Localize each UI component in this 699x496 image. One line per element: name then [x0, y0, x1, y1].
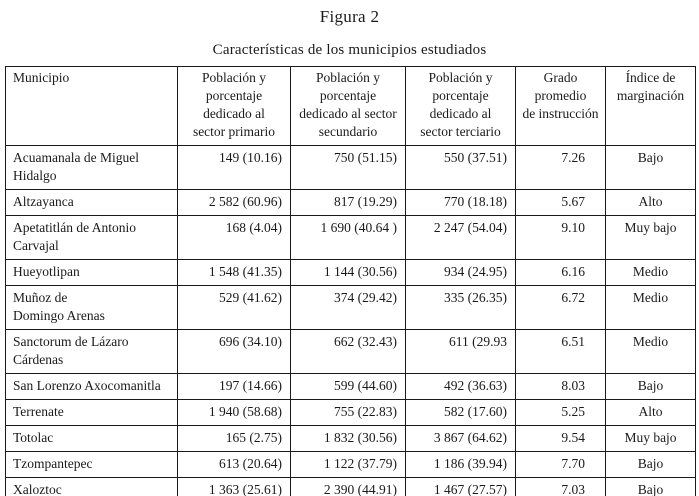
- cell-sector-secundario: 1 122 (37.79): [290, 451, 406, 478]
- cell-indice: Alto: [605, 399, 696, 426]
- cell-sector-secundario: 1 144 (30.56): [290, 259, 406, 286]
- cell-municipio: Tzompantepec: [5, 451, 178, 478]
- cell-indice: Bajo: [605, 145, 696, 190]
- municipios-table: Municipio Población y porcentaje dedicad…: [5, 66, 696, 496]
- header-row: Municipio Población y porcentaje dedicad…: [5, 66, 696, 146]
- cell-sector-primario: 1 363 (25.61): [177, 477, 291, 496]
- cell-grado: 7.03: [515, 477, 606, 496]
- cell-municipio: Totolac: [5, 425, 178, 452]
- column-header-sector-terciario: Población y porcentaje dedicado al secto…: [405, 66, 516, 146]
- cell-municipio: Sanctorum de Lázaro Cárdenas: [5, 329, 178, 374]
- cell-sector-terciario: 3 867 (64.62): [405, 425, 516, 452]
- cell-municipio: Acuamanala de Miguel Hidalgo: [5, 145, 178, 190]
- cell-sector-secundario: 599 (44.60): [290, 373, 406, 400]
- table-row: Tzompantepec 613 (20.64) 1 122 (37.79) 1…: [5, 451, 696, 478]
- table-row: Xaloztoc 1 363 (25.61) 2 390 (44.91) 1 4…: [5, 477, 696, 496]
- table-row: Terrenate 1 940 (58.68) 755 (22.83) 582 …: [5, 399, 696, 426]
- table-row: Hueyotlipan 1 548 (41.35) 1 144 (30.56) …: [5, 259, 696, 286]
- cell-indice: Muy bajo: [605, 425, 696, 452]
- cell-sector-primario: 1 940 (58.68): [177, 399, 291, 426]
- cell-indice: Medio: [605, 259, 696, 286]
- cell-municipio: Apetatitlán de Antonio Carvajal: [5, 215, 178, 260]
- cell-sector-terciario: 335 (26.35): [405, 285, 516, 330]
- cell-sector-secundario: 1 690 (40.64 ): [290, 215, 406, 260]
- cell-grado: 8.03: [515, 373, 606, 400]
- cell-sector-terciario: 582 (17.60): [405, 399, 516, 426]
- cell-indice: Medio: [605, 329, 696, 374]
- cell-municipio: Terrenate: [5, 399, 178, 426]
- cell-municipio: Xaloztoc: [5, 477, 178, 496]
- table-row: Apetatitlán de Antonio Carvajal 168 (4.0…: [5, 215, 696, 260]
- figure-title: Figura 2: [319, 7, 380, 26]
- cell-sector-primario: 1 548 (41.35): [177, 259, 291, 286]
- cell-sector-primario: 149 (10.16): [177, 145, 291, 190]
- cell-sector-secundario: 374 (29.42): [290, 285, 406, 330]
- column-header-grado-instruccion: Grado promedio de instrucción: [515, 66, 606, 146]
- cell-grado: 6.16: [515, 259, 606, 286]
- cell-sector-primario: 529 (41.62): [177, 285, 291, 330]
- cell-sector-primario: 2 582 (60.96): [177, 189, 291, 216]
- cell-sector-terciario: 1 467 (27.57): [405, 477, 516, 496]
- table-row: Sanctorum de Lázaro Cárdenas 696 (34.10)…: [5, 329, 696, 374]
- cell-sector-terciario: 550 (37.51): [405, 145, 516, 190]
- cell-indice: Bajo: [605, 451, 696, 478]
- cell-municipio: Altzayanca: [5, 189, 178, 216]
- figure-subtitle: Características de los municipios estudi…: [212, 42, 487, 58]
- cell-sector-secundario: 2 390 (44.91): [290, 477, 406, 496]
- column-header-sector-secundario: Población y porcentaje dedicado al secto…: [290, 66, 406, 146]
- cell-sector-secundario: 755 (22.83): [290, 399, 406, 426]
- cell-sector-secundario: 750 (51.15): [290, 145, 406, 190]
- column-header-sector-primario: Población y porcentaje dedicado al secto…: [177, 66, 291, 146]
- cell-sector-terciario: 611 (29.93: [405, 329, 516, 374]
- cell-municipio: San Lorenzo Axocomanitla: [5, 373, 178, 400]
- cell-grado: 7.26: [515, 145, 606, 190]
- cell-indice: Alto: [605, 189, 696, 216]
- cell-grado: 7.70: [515, 451, 606, 478]
- cell-sector-terciario: 492 (36.63): [405, 373, 516, 400]
- cell-sector-secundario: 817 (19.29): [290, 189, 406, 216]
- cell-sector-primario: 197 (14.66): [177, 373, 291, 400]
- document-page: Figura 2 Características de los municipi…: [0, 7, 699, 496]
- cell-sector-primario: 613 (20.64): [177, 451, 291, 478]
- table-row: San Lorenzo Axocomanitla 197 (14.66) 599…: [5, 373, 696, 400]
- cell-sector-terciario: 770 (18.18): [405, 189, 516, 216]
- cell-sector-primario: 168 (4.04): [177, 215, 291, 260]
- column-header-indice-marginacion: Índice de marginación: [605, 66, 696, 146]
- cell-grado: 9.54: [515, 425, 606, 452]
- cell-indice: Muy bajo: [605, 215, 696, 260]
- cell-grado: 5.25: [515, 399, 606, 426]
- cell-sector-primario: 696 (34.10): [177, 329, 291, 374]
- cell-grado: 9.10: [515, 215, 606, 260]
- column-header-municipio: Municipio: [5, 66, 178, 146]
- cell-municipio: Hueyotlipan: [5, 259, 178, 286]
- table-row: Totolac 165 (2.75) 1 832 (30.56) 3 867 (…: [5, 425, 696, 452]
- table-row: Acuamanala de Miguel Hidalgo 149 (10.16)…: [5, 145, 696, 190]
- cell-grado: 6.51: [515, 329, 606, 374]
- table-row: Altzayanca 2 582 (60.96) 817 (19.29) 770…: [5, 189, 696, 216]
- cell-indice: Bajo: [605, 477, 696, 496]
- cell-sector-terciario: 934 (24.95): [405, 259, 516, 286]
- cell-grado: 5.67: [515, 189, 606, 216]
- cell-indice: Bajo: [605, 373, 696, 400]
- cell-municipio: Muñoz de Domingo Arenas: [5, 285, 178, 330]
- cell-sector-terciario: 2 247 (54.04): [405, 215, 516, 260]
- cell-sector-primario: 165 (2.75): [177, 425, 291, 452]
- cell-sector-secundario: 1 832 (30.56): [290, 425, 406, 452]
- cell-indice: Medio: [605, 285, 696, 330]
- table-row: Muñoz de Domingo Arenas 529 (41.62) 374 …: [5, 285, 696, 330]
- cell-grado: 6.72: [515, 285, 606, 330]
- cell-sector-secundario: 662 (32.43): [290, 329, 406, 374]
- cell-sector-terciario: 1 186 (39.94): [405, 451, 516, 478]
